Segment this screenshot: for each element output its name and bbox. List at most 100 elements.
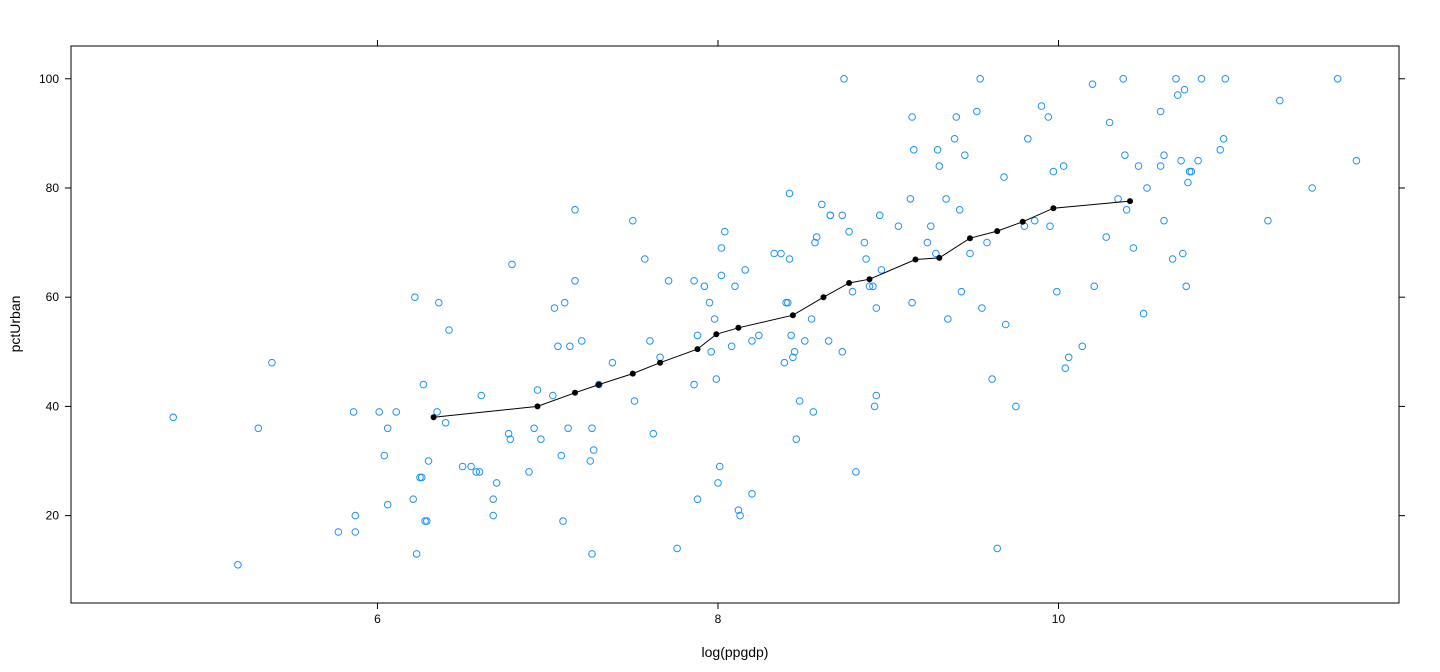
smooth-line-point <box>657 359 664 366</box>
data-point <box>906 195 915 203</box>
scatter-points <box>169 75 1361 569</box>
data-point <box>1216 146 1224 154</box>
data-point <box>862 255 870 263</box>
data-point <box>1049 167 1058 176</box>
data-point <box>1156 162 1165 170</box>
data-point <box>872 391 881 400</box>
data-point <box>489 511 498 520</box>
data-point <box>557 451 566 460</box>
smooth-line-point <box>936 254 943 261</box>
data-point <box>1102 233 1110 241</box>
data-point <box>869 282 877 291</box>
data-point <box>811 238 819 247</box>
data-point <box>383 424 392 433</box>
data-point <box>693 495 702 504</box>
data-point <box>1122 206 1131 214</box>
data-point <box>664 277 673 285</box>
data-point <box>734 506 743 515</box>
data-point <box>1160 216 1168 225</box>
data-point <box>973 107 981 116</box>
data-point <box>508 260 516 269</box>
data-point <box>630 397 639 405</box>
data-point <box>988 375 996 383</box>
data-point <box>268 358 276 367</box>
data-point <box>351 528 360 536</box>
data-point <box>1197 75 1206 83</box>
smooth-line-point <box>595 381 602 388</box>
data-point <box>1000 173 1008 181</box>
smooth-line-series <box>430 198 1133 421</box>
data-point <box>1221 75 1230 83</box>
data-point <box>795 397 804 405</box>
data-point <box>595 380 603 389</box>
smooth-line-point <box>629 370 636 377</box>
data-point <box>1059 162 1068 170</box>
y-tick-label: 60 <box>46 290 60 304</box>
data-point <box>961 151 969 159</box>
data-point <box>560 298 569 307</box>
data-point <box>707 348 716 356</box>
y-tick-label: 40 <box>46 399 60 413</box>
data-point <box>375 408 384 416</box>
x-tick-label: 10 <box>1052 612 1066 626</box>
data-point <box>933 146 942 154</box>
data-point <box>435 298 443 307</box>
data-point <box>649 429 658 438</box>
data-point <box>935 162 944 170</box>
data-point <box>1012 402 1020 411</box>
data-point <box>530 424 538 433</box>
data-point <box>693 331 702 340</box>
data-point <box>656 353 664 362</box>
data-point <box>966 249 974 258</box>
data-point <box>554 342 562 351</box>
data-point <box>714 479 722 487</box>
data-point <box>1264 216 1272 225</box>
data-point <box>411 293 419 302</box>
data-point <box>955 206 964 214</box>
data-point <box>1046 222 1054 230</box>
data-point <box>789 353 797 362</box>
data-point <box>944 315 952 323</box>
data-point <box>731 282 739 291</box>
data-point <box>809 408 818 416</box>
data-point <box>1194 156 1202 165</box>
data-point <box>1001 320 1010 329</box>
data-point <box>1129 244 1138 252</box>
data-point <box>875 211 884 220</box>
data-point <box>467 462 475 471</box>
x-axis-label: log(ppgdp) <box>702 644 769 660</box>
data-point <box>717 271 726 280</box>
smooth-line-point <box>1050 205 1057 212</box>
data-point <box>334 528 343 536</box>
y-axis-label: pctUrban <box>7 296 23 353</box>
data-point <box>1061 364 1070 373</box>
data-point <box>409 495 418 504</box>
data-point <box>840 75 848 83</box>
smooth-line-point <box>789 312 796 319</box>
smooth-line-point <box>846 280 853 286</box>
data-point <box>870 402 879 411</box>
data-point <box>790 348 799 356</box>
data-point <box>1053 287 1061 296</box>
data-point <box>1078 342 1087 351</box>
smooth-line-point <box>994 228 1001 235</box>
data-point <box>608 358 617 367</box>
data-point <box>785 255 794 263</box>
data-point <box>423 517 431 525</box>
data-point <box>923 238 932 247</box>
data-point <box>865 282 874 291</box>
data-point <box>629 216 637 225</box>
data-point <box>1173 91 1182 99</box>
smooth-line-point <box>534 403 541 410</box>
data-point <box>848 287 857 296</box>
data-point <box>1090 282 1098 291</box>
data-point <box>715 462 724 471</box>
data-point <box>1030 216 1039 225</box>
smooth-line-point <box>713 331 720 338</box>
data-point <box>838 348 847 356</box>
data-point <box>1139 309 1148 318</box>
smooth-line-point <box>735 324 742 331</box>
x-tick-label: 6 <box>374 612 381 626</box>
data-point <box>537 435 545 444</box>
